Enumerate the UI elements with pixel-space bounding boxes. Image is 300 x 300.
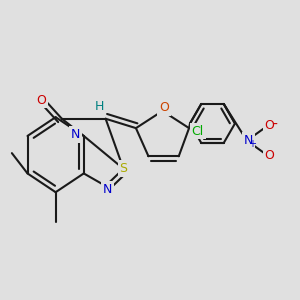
Text: +: + — [248, 139, 256, 149]
Text: N: N — [244, 134, 253, 147]
Text: O: O — [264, 149, 274, 162]
Text: O: O — [37, 94, 46, 106]
Text: Cl: Cl — [191, 124, 204, 137]
Text: -: - — [273, 118, 278, 132]
Text: N: N — [103, 183, 112, 196]
Text: S: S — [119, 162, 128, 175]
Text: H: H — [95, 100, 104, 113]
Text: N: N — [71, 128, 81, 141]
Text: O: O — [159, 101, 169, 114]
Text: O: O — [264, 119, 274, 132]
